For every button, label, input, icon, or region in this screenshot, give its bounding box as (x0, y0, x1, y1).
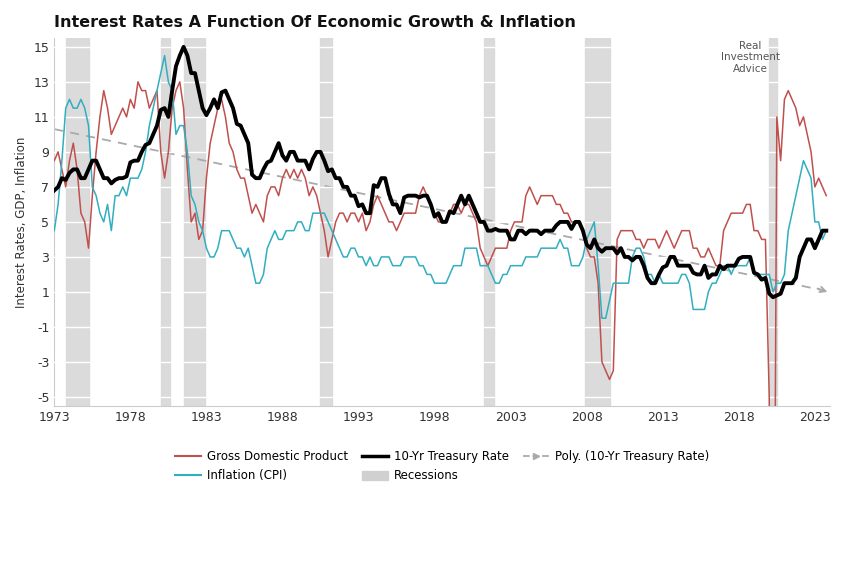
Bar (161, 38, 170, 406)
Bar (321, 38, 332, 406)
Bar (585, 38, 610, 406)
Bar (183, 38, 205, 406)
Bar (65, 38, 88, 406)
Text: Real
Investment
Advice: Real Investment Advice (721, 41, 780, 74)
Text: Interest Rates A Function Of Economic Growth & Inflation: Interest Rates A Function Of Economic Gr… (54, 15, 576, 30)
Bar (484, 38, 494, 406)
Bar (769, 38, 777, 406)
Y-axis label: Interest Rates, GDP, Inflation: Interest Rates, GDP, Inflation (15, 136, 28, 307)
Legend: Gross Domestic Product, Inflation (CPI), 10-Yr Treasury Rate, Recessions, Poly. : Gross Domestic Product, Inflation (CPI),… (169, 444, 715, 488)
